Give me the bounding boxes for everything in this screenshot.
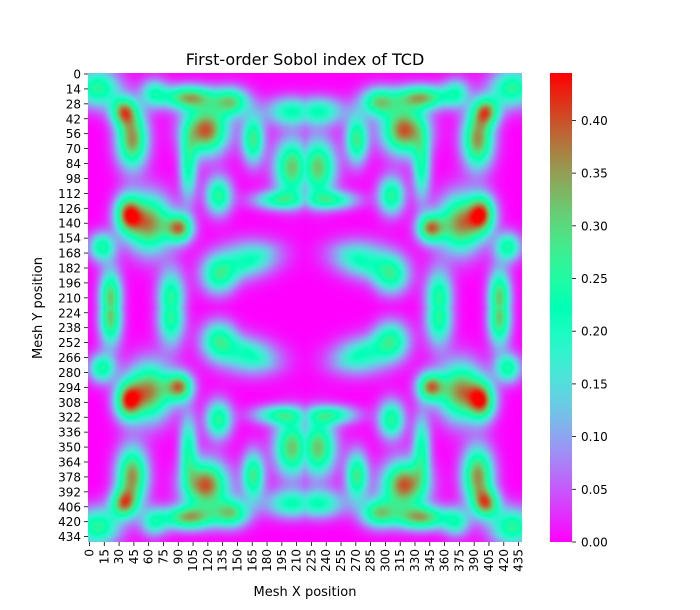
y-tick-label: 84 — [66, 157, 81, 171]
x-tick-label: 60 — [142, 549, 156, 564]
y-tick-label: 28 — [66, 97, 81, 111]
x-tick-label: 255 — [334, 549, 348, 572]
colorbar-tick-label: 0.30 — [581, 219, 608, 233]
y-tick-label: 308 — [58, 396, 81, 410]
y-tick-label: 168 — [58, 247, 81, 261]
x-tick-label: 420 — [497, 549, 511, 572]
chart-title: First-order Sobol index of TCD — [186, 50, 425, 69]
colorbar-tick-label: 0.10 — [581, 430, 608, 444]
x-tick-label: 105 — [186, 549, 200, 572]
y-tick-label: 336 — [58, 426, 81, 440]
y-tick-label: 56 — [66, 127, 81, 141]
y-tick-label: 182 — [58, 261, 81, 275]
x-tick-label: 75 — [156, 549, 170, 564]
y-tick-label: 70 — [66, 142, 81, 156]
x-tick-label: 390 — [467, 549, 481, 572]
y-tick-label: 14 — [66, 82, 81, 96]
colorbar-tick-label: 0.00 — [581, 536, 608, 550]
y-tick-label: 266 — [58, 351, 81, 365]
x-axis-label: Mesh X position — [254, 585, 357, 600]
y-tick-label: 280 — [58, 366, 81, 380]
y-tick-label: 126 — [58, 202, 81, 216]
x-tick-label: 315 — [393, 549, 407, 572]
colorbar-tick-label: 0.35 — [581, 167, 608, 181]
x-tick-label: 285 — [364, 549, 378, 572]
colorbar-ticks: 0.00 0.05 0.10 0.15 0.20 0.25 0.30 0.35 0.40 — [572, 114, 608, 550]
colorbar-tick-label: 0.40 — [581, 114, 608, 128]
y-tick-label: 224 — [58, 306, 81, 320]
y-tick-label: 112 — [58, 187, 81, 201]
y-tick-label: 252 — [58, 336, 81, 350]
x-tick-label: 30 — [112, 549, 126, 564]
y-tick-label: 322 — [58, 411, 81, 425]
colorbar-tick-label: 0.05 — [581, 483, 608, 497]
x-tick-label: 165 — [245, 549, 259, 572]
x-tick-label: 405 — [482, 549, 496, 572]
x-tick-label: 15 — [97, 549, 111, 564]
y-tick-label: 238 — [58, 321, 81, 335]
colorbar-tick-label: 0.25 — [581, 272, 608, 286]
y-tick-label: 406 — [58, 500, 81, 514]
y-tick-label: 0 — [73, 68, 81, 82]
x-tick-label: 210 — [290, 549, 304, 572]
y-tick-label: 140 — [58, 217, 81, 231]
colorbar-tick-label: 0.20 — [581, 325, 608, 339]
y-tick-label: 364 — [58, 455, 81, 469]
x-tick-label: 300 — [378, 549, 392, 572]
heatmap-image — [88, 73, 522, 542]
x-tick-label: 240 — [319, 549, 333, 572]
colorbar-tick-label: 0.15 — [581, 377, 608, 391]
y-tick-label: 196 — [58, 276, 81, 290]
x-tick-label: 180 — [260, 549, 274, 572]
x-tick-label: 90 — [171, 549, 185, 564]
x-tick-label: 150 — [230, 549, 244, 572]
x-tick-label: 345 — [423, 549, 437, 572]
colorbar: 0.00 0.05 0.10 0.15 0.20 0.25 0.30 0.35 0.40 — [550, 73, 608, 550]
y-tick-label: 434 — [58, 530, 81, 544]
x-tick-label: 270 — [349, 549, 363, 572]
x-tick-label: 120 — [201, 549, 215, 572]
x-tick-label: 330 — [408, 549, 422, 572]
x-axis: 0 15 30 45 60 75 90 105 120 135 150 165 180 195 210 225… — [83, 542, 526, 572]
y-tick-label: 378 — [58, 470, 81, 484]
x-tick-label: 45 — [127, 549, 141, 564]
x-tick-label: 0 — [83, 549, 97, 557]
y-tick-label: 420 — [58, 515, 81, 529]
y-axis: 0142842567084981121261401541681821962102… — [58, 68, 88, 544]
colorbar-gradient — [550, 73, 572, 542]
x-tick-label: 225 — [304, 549, 318, 572]
x-tick-label: 135 — [216, 549, 230, 572]
y-tick-label: 392 — [58, 485, 81, 499]
y-tick-label: 42 — [66, 112, 81, 126]
y-tick-label: 294 — [58, 381, 81, 395]
y-tick-label: 98 — [66, 172, 81, 186]
y-tick-label: 350 — [58, 441, 81, 455]
x-tick-label: 375 — [452, 549, 466, 572]
y-tick-label: 210 — [58, 291, 81, 305]
x-tick-label: 195 — [275, 549, 289, 572]
heatmap-plot-area — [88, 73, 522, 542]
x-tick-label: 360 — [438, 549, 452, 572]
x-tick-label: 435 — [512, 549, 526, 572]
y-tick-label: 154 — [58, 232, 81, 246]
y-axis-label: Mesh Y position — [31, 257, 46, 359]
